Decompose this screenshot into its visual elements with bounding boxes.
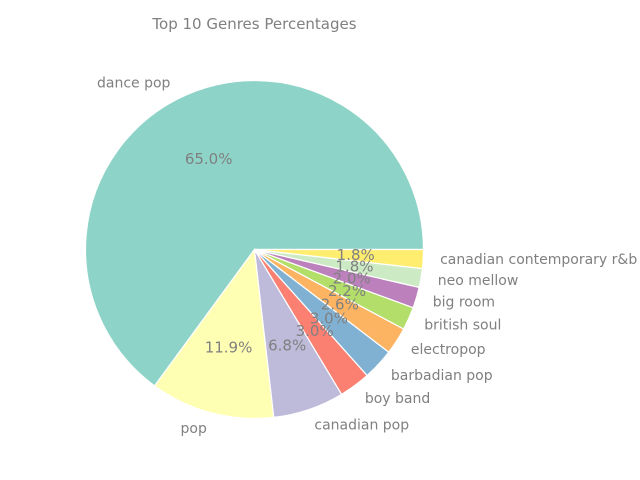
category-label-barbadian-pop: barbadian pop — [391, 368, 493, 384]
category-label-british-soul: british soul — [424, 317, 501, 333]
category-label-neo-mellow: neo mellow — [438, 273, 519, 289]
category-label-boy-band: boy band — [365, 391, 430, 407]
category-label-pop: pop — [181, 421, 207, 437]
category-labels: dance pop pop canadian pop boy band barbadia… — [97, 76, 637, 438]
category-label-electropop: electropop — [411, 342, 486, 358]
pie-slice-canadian-contemporary-r-b — [254, 248, 425, 270]
percentage-label-neo-mellow: 1.8% — [335, 258, 373, 276]
percentage-label-canadian-pop: 6.8% — [268, 336, 306, 354]
pie-slice-pop — [153, 247, 275, 420]
percentage-label-electropop: 2.6% — [321, 295, 359, 313]
category-label-canadian-contemporary-r-b: canadian contemporary r&b — [440, 252, 637, 268]
percentage-label-dance-pop: 65.0% — [185, 150, 233, 168]
percentage-label-pop: 11.9% — [205, 339, 253, 357]
percentage-labels: 65.0%11.9% 6.8%3.0%3.0%2.6%2.2%2.0%1.8%1.… — [185, 150, 375, 356]
pie-slice-dance-pop — [84, 79, 425, 387]
percentage-label-big-room: 2.0% — [333, 269, 371, 287]
category-label-big-room: big room — [433, 294, 495, 310]
chart-title: Top 10 Genres Percentages — [151, 15, 356, 33]
percentage-label-british-soul: 2.2% — [328, 282, 366, 300]
percentage-label-boy-band: 3.0% — [296, 322, 334, 340]
category-label-dance-pop: dance pop — [97, 76, 171, 92]
percentage-label-barbadian-pop: 3.0% — [310, 309, 348, 327]
category-label-canadian-pop: canadian pop — [314, 417, 409, 433]
percentage-label-canadian-contemporary-r-b: 1.8% — [337, 246, 375, 264]
pie-slices — [84, 79, 425, 420]
